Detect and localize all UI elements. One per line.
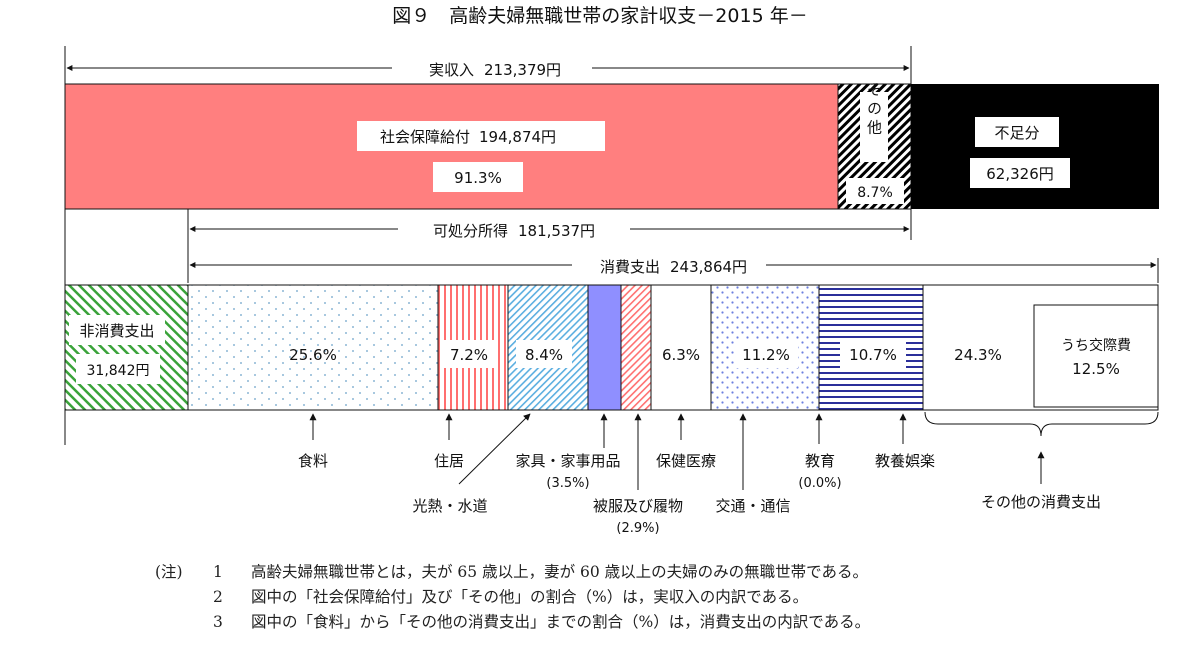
- social-security-label: 社会保障給付: [380, 128, 470, 146]
- food-label: 食料: [298, 452, 328, 470]
- transport-label: 交通・通信: [715, 497, 790, 515]
- note-row: (注) 1 高齢夫婦無職世帯とは，夫が 65 歳以上，妻が 60 歳以上の夫婦の…: [155, 560, 1155, 585]
- other-consumption-percent: 24.3%: [954, 346, 1002, 364]
- note-text: 高齢夫婦無職世帯とは，夫が 65 歳以上，妻が 60 歳以上の夫婦のみの無職世帯…: [251, 563, 869, 581]
- note-number: 2: [213, 588, 223, 606]
- furniture-label: 家具・家事用品: [515, 452, 620, 470]
- other-consumption-brace: [924, 411, 1159, 437]
- disposable-label: 可処分所得: [433, 222, 508, 240]
- social-expenses-box: [1033, 304, 1159, 408]
- medical-segment: [650, 284, 712, 411]
- clothing-label: 被服及び履物: [593, 497, 683, 515]
- notes: (注) 1 高齢夫婦無職世帯とは，夫が 65 歳以上，妻が 60 歳以上の夫婦の…: [155, 560, 1155, 635]
- social-expenses-percent: 12.5%: [1072, 360, 1120, 378]
- other-consumption-label: その他の消費支出: [981, 493, 1101, 511]
- furniture-percent: (3.5%): [546, 476, 589, 491]
- transport-percent: 11.2%: [742, 346, 790, 364]
- income-value: 213,379円: [484, 61, 561, 79]
- other-income-percent: 8.7%: [857, 185, 893, 201]
- note-number: 3: [213, 613, 223, 631]
- medical-label: 保健医療: [656, 452, 716, 470]
- education-percent: (0.0%): [798, 476, 841, 491]
- social-security-percent: 91.3%: [454, 169, 502, 187]
- non-consumption-value: 31,842円: [87, 363, 150, 379]
- utilities-label: 光熱・水道: [412, 497, 487, 515]
- note-row: 3 図中の「食料」から「その他の消費支出」までの割合（%）は，消費支出の内訳であ…: [155, 610, 1155, 635]
- food-percent: 25.6%: [289, 346, 337, 364]
- note-row: 2 図中の「社会保障給付」及び「その他」の割合（%）は，実収入の内訳である。: [155, 585, 1155, 610]
- culture-label: 教養娯楽: [875, 452, 935, 470]
- food-segment: [187, 284, 439, 411]
- housing-percent: 7.2%: [450, 346, 488, 364]
- consumption-label: 消費支出: [600, 258, 660, 276]
- disposable-value: 181,537円: [518, 222, 595, 240]
- social-security-value: 194,874円: [479, 128, 556, 146]
- other-income-label: その他: [865, 82, 883, 139]
- income-label: 実収入: [429, 61, 474, 79]
- non-consumption-label: 非消費支出: [79, 322, 154, 340]
- clothing-segment: [620, 284, 652, 411]
- deficit-label: 不足分: [994, 124, 1039, 142]
- note-text: 図中の「社会保障給付」及び「その他」の割合（%）は，実収入の内訳である。: [251, 588, 809, 606]
- note-text: 図中の「食料」から「その他の消費支出」までの割合（%）は，消費支出の内訳である。: [251, 613, 871, 631]
- notes-prefix: (注): [155, 563, 183, 581]
- clothing-percent: (2.9%): [616, 521, 659, 536]
- education-label: 教育: [805, 452, 835, 470]
- non-consumption-segment: [64, 284, 189, 411]
- housing-label: 住居: [434, 452, 464, 470]
- utilities-percent: 8.4%: [525, 346, 563, 364]
- furniture-segment: [587, 284, 622, 411]
- chart-title: 図９ 高齢夫婦無職世帯の家計収支－2015 年－: [392, 5, 807, 27]
- consumption-value: 243,864円: [670, 258, 747, 276]
- note-number: 1: [213, 563, 223, 581]
- medical-percent: 6.3%: [662, 346, 700, 364]
- culture-percent: 10.7%: [849, 346, 897, 364]
- deficit-value: 62,326円: [986, 165, 1054, 183]
- social-expenses-label: うち交際費: [1061, 337, 1131, 354]
